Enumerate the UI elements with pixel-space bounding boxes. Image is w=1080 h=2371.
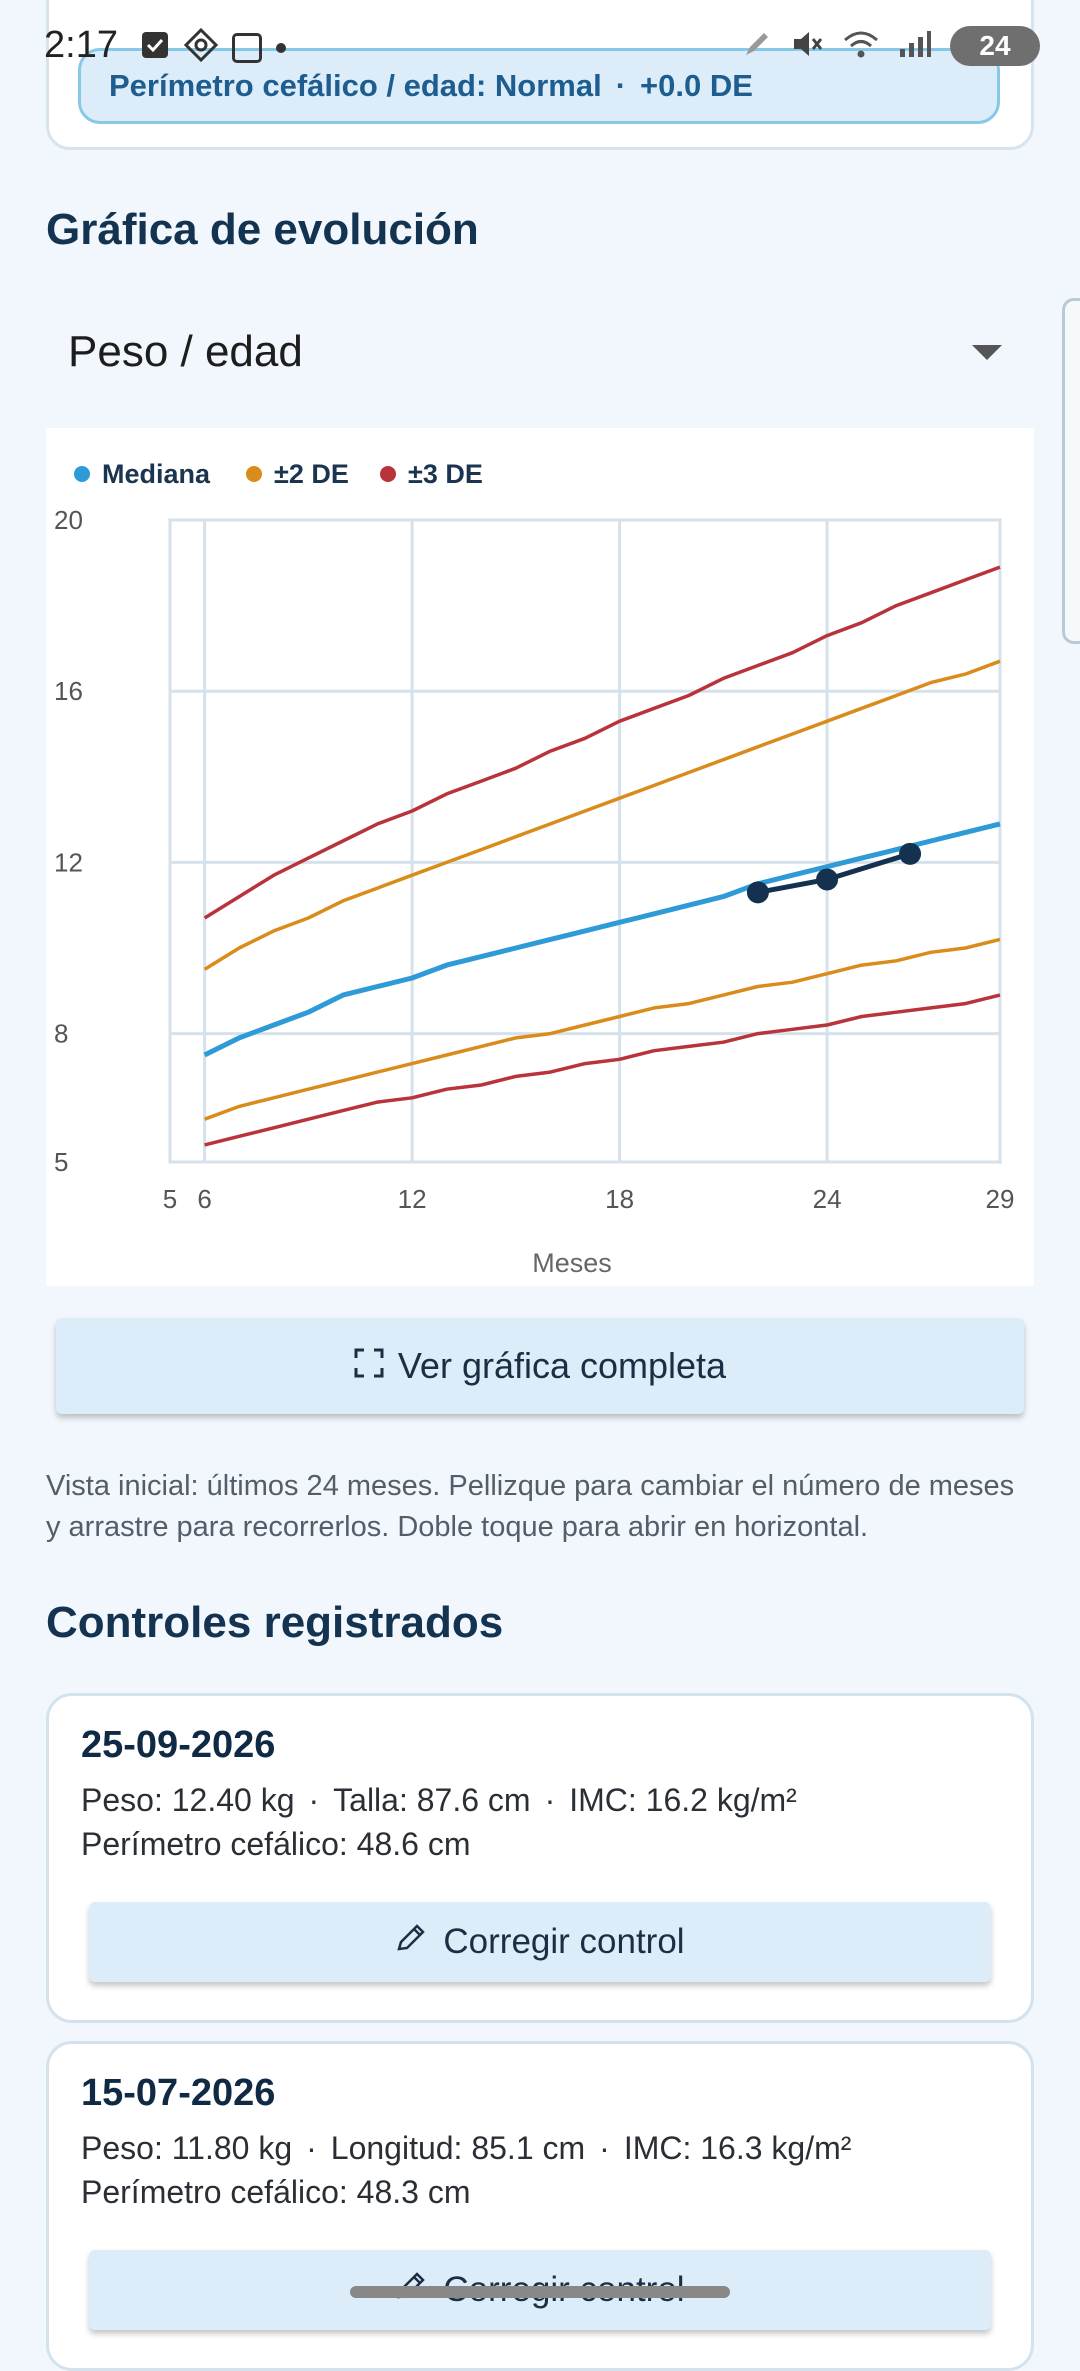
x-tick-label: 12 bbox=[398, 1184, 427, 1214]
indicator-label: Perímetro cefálico / edad: Normal bbox=[109, 68, 602, 103]
patient-point[interactable] bbox=[746, 881, 769, 904]
separator: · bbox=[544, 1782, 556, 1818]
x-tick-label: 29 bbox=[986, 1184, 1015, 1214]
head-circumference-indicator: Perímetro cefálico / edad: Normal · +0.0… bbox=[78, 48, 1000, 124]
reference-curve bbox=[203, 821, 1001, 1058]
side-scroll-handle[interactable] bbox=[1062, 298, 1080, 644]
legend-marker bbox=[74, 466, 90, 482]
record-weight: Peso: 12.40 kg bbox=[81, 1782, 295, 1818]
records-title: Controles registrados bbox=[46, 1598, 504, 1647]
chevron-down-icon bbox=[972, 344, 1002, 360]
metric-select[interactable]: Peso / edad bbox=[46, 300, 1034, 404]
indicator-value: +0.0 DE bbox=[640, 68, 753, 103]
reference-curve bbox=[203, 659, 1001, 971]
pencil-icon bbox=[395, 1922, 429, 1962]
edit-record-button[interactable]: Corregir control bbox=[89, 1902, 991, 1982]
patient-point[interactable] bbox=[816, 868, 839, 891]
record-card: 15-07-2026 Peso: 11.80 kg · Longitud: 85.1… bbox=[46, 2041, 1034, 2371]
x-tick-label: 5 bbox=[163, 1184, 177, 1214]
record-length: Longitud: 85.1 cm bbox=[330, 2130, 586, 2166]
x-tick-label: 24 bbox=[813, 1184, 842, 1214]
legend-label: ±3 DE bbox=[408, 459, 483, 489]
record-measurements: Peso: 11.80 kg · Longitud: 85.1 cm · IMC: 16… bbox=[81, 2130, 851, 2167]
evolution-title: Gráfica de evolución bbox=[46, 205, 479, 254]
reference-curve bbox=[203, 565, 1001, 920]
reference-curve bbox=[204, 993, 1001, 1147]
x-tick-label: 18 bbox=[605, 1184, 634, 1214]
metric-select-value: Peso / edad bbox=[68, 327, 303, 376]
separator: · bbox=[599, 2130, 610, 2166]
y-tick-label: 20 bbox=[54, 505, 83, 535]
record-height: Talla: 87.6 cm bbox=[333, 1782, 531, 1818]
record-date: 15-07-2026 bbox=[81, 2072, 276, 2114]
x-axis-label: Meses bbox=[532, 1248, 612, 1278]
chart-hint: Vista inicial: últimos 24 meses. Pellizq… bbox=[46, 1470, 1015, 1543]
legend-label: Mediana bbox=[102, 459, 211, 489]
home-indicator[interactable] bbox=[350, 2286, 730, 2298]
record-weight: Peso: 11.80 kg bbox=[81, 2130, 293, 2166]
record-date: 25-09-2026 bbox=[81, 1724, 276, 1766]
full-chart-label: Ver gráfica completa bbox=[397, 1345, 727, 1386]
indicator-separator: · bbox=[615, 68, 627, 103]
growth-chart[interactable]: 20 16 12 8 5 5 6 12 18 24 29 Mediana ±2 DE ±3 DE Mes… bbox=[46, 428, 1034, 1286]
record-card: 25-09-2026 Peso: 12.40 kg · Talla: 87.6 cm… bbox=[46, 1693, 1034, 2023]
separator: · bbox=[308, 1782, 320, 1818]
y-tick-label: 5 bbox=[54, 1147, 68, 1177]
expand-icon bbox=[354, 1345, 384, 1387]
legend-marker bbox=[380, 466, 396, 482]
patient-point[interactable] bbox=[899, 842, 922, 865]
record-bmi: IMC: 16.2 kg/m² bbox=[569, 1782, 797, 1818]
y-tick-label: 8 bbox=[54, 1019, 68, 1049]
legend-marker bbox=[246, 466, 262, 482]
y-tick-label: 16 bbox=[54, 676, 83, 706]
record-measurements: Peso: 12.40 kg · Talla: 87.6 cm · IMC: 16.2 … bbox=[81, 1782, 797, 1819]
full-chart-button[interactable]: Ver gráfica completa bbox=[56, 1318, 1024, 1414]
record-bmi: IMC: 16.3 kg/m² bbox=[623, 2130, 852, 2166]
record-head-circumference: Perímetro cefálico: 48.3 cm bbox=[81, 2174, 471, 2210]
y-tick-label: 12 bbox=[54, 847, 83, 877]
x-tick-label: 6 bbox=[197, 1184, 211, 1214]
legend-label: ±2 DE bbox=[274, 459, 349, 489]
separator: · bbox=[306, 2130, 317, 2166]
record-head-circumference: Perímetro cefálico: 48.6 cm bbox=[81, 1826, 471, 1862]
reference-curve bbox=[203, 937, 1001, 1121]
edit-record-label: Corregir control bbox=[443, 1922, 685, 1961]
